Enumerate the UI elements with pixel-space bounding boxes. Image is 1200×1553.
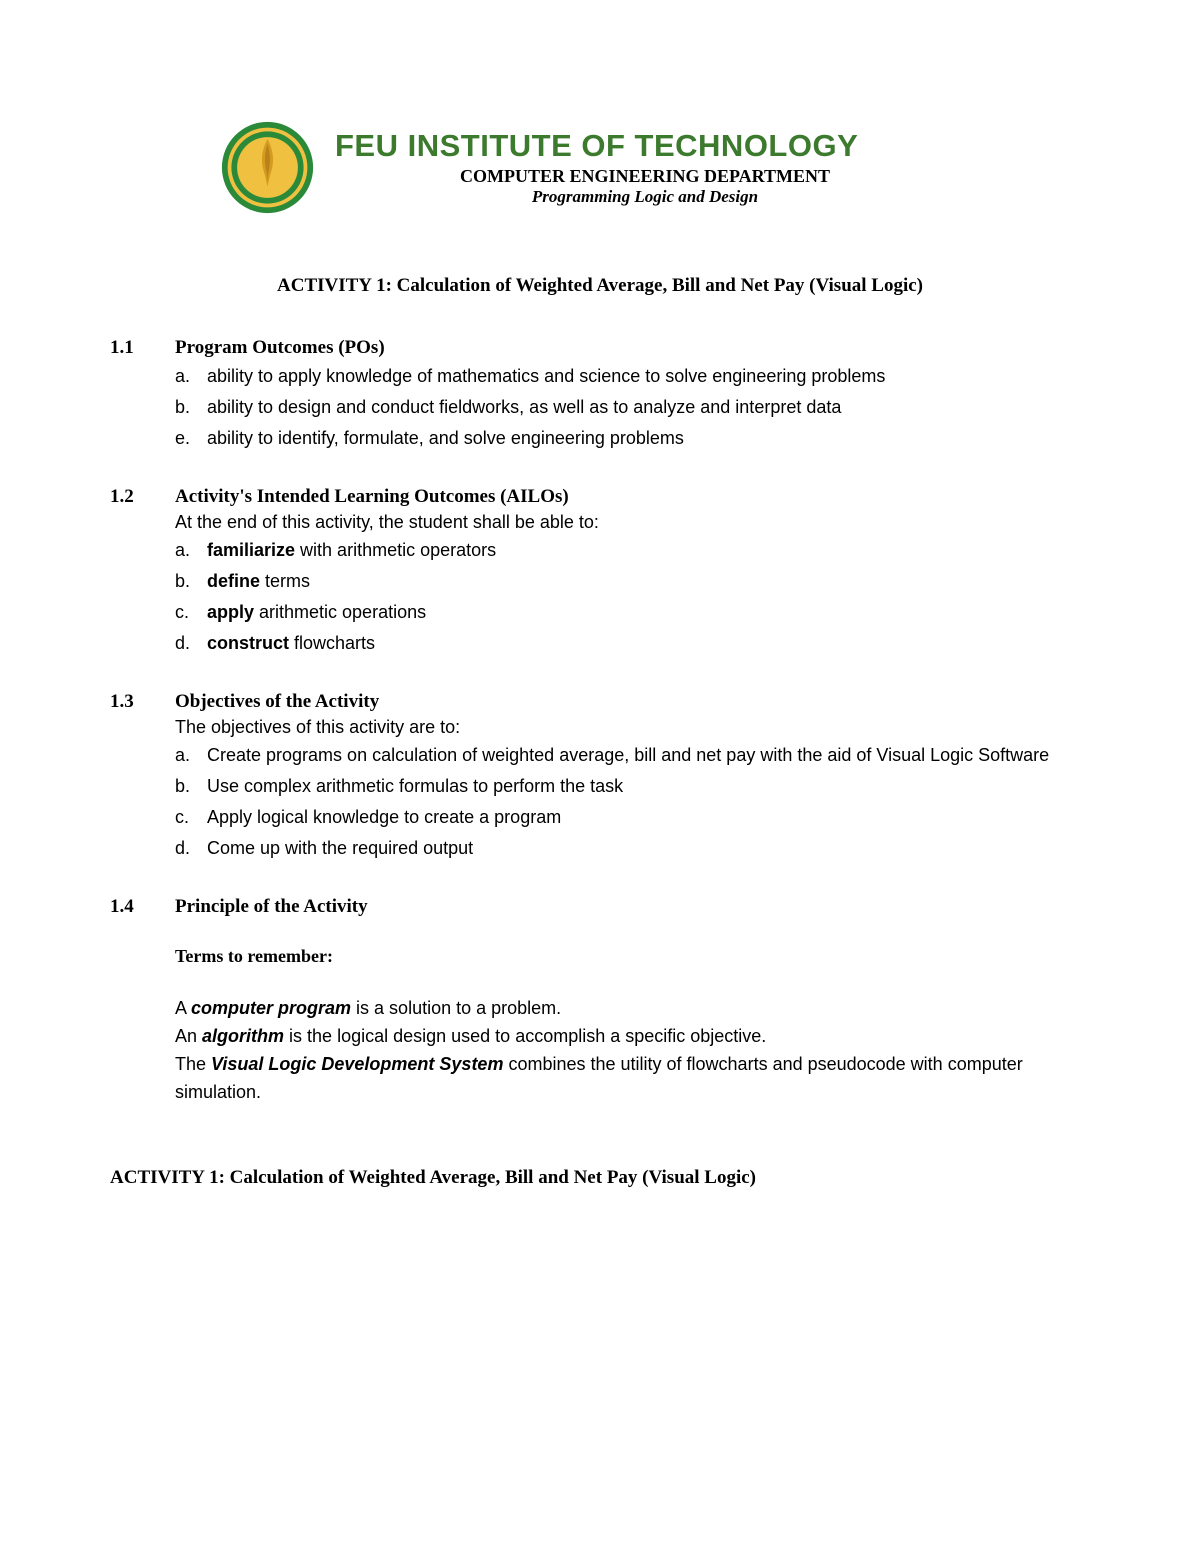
section-heading: Principle of the Activity (175, 896, 1090, 918)
list-item: a. Create programs on calculation of wei… (175, 742, 1090, 769)
footer-activity-title: ACTIVITY 1: Calculation of Weighted Aver… (110, 1167, 1090, 1189)
list-text: familiarize with arithmetic operators (207, 537, 1090, 564)
list-item: b. Use complex arithmetic formulas to pe… (175, 773, 1090, 800)
list-marker: d. (175, 630, 207, 657)
section-ailos: 1.2 Activity's Intended Learning Outcome… (110, 486, 1090, 661)
list-text: define terms (207, 568, 1090, 595)
list-item: a. ability to apply knowledge of mathema… (175, 363, 1090, 390)
list-text: ability to apply knowledge of mathematic… (207, 363, 1090, 390)
list-marker: a. (175, 742, 207, 769)
header-text-block: FEU INSTITUTE OF TECHNOLOGY COMPUTER ENG… (335, 128, 1090, 207)
item-rest: arithmetic operations (254, 602, 426, 622)
bold-term: construct (207, 633, 289, 653)
section-heading: Objectives of the Activity (175, 691, 1090, 713)
item-rest: terms (260, 571, 310, 591)
list-text: construct flowcharts (207, 630, 1090, 657)
list-marker: c. (175, 599, 207, 626)
list-item: e. ability to identify, formulate, and s… (175, 425, 1090, 452)
section-number: 1.3 (110, 691, 175, 713)
list-item: d. construct flowcharts (175, 630, 1090, 657)
ailo-list: a. familiarize with arithmetic operators… (175, 537, 1090, 657)
item-rest: flowcharts (289, 633, 375, 653)
list-text: Use complex arithmetic formulas to perfo… (207, 773, 1090, 800)
term-paragraph: A computer program is a solution to a pr… (175, 995, 1090, 1023)
department-name: COMPUTER ENGINEERING DEPARTMENT (335, 166, 955, 187)
list-item: a. familiarize with arithmetic operators (175, 537, 1090, 564)
section-principle: 1.4 Principle of the Activity Terms to r… (110, 896, 1090, 1107)
item-rest: with arithmetic operators (295, 540, 496, 560)
section-number: 1.4 (110, 896, 175, 918)
list-text: Come up with the required output (207, 835, 1090, 862)
list-item: c. apply arithmetic operations (175, 599, 1090, 626)
list-marker: d. (175, 835, 207, 862)
list-marker: b. (175, 773, 207, 800)
po-list: a. ability to apply knowledge of mathema… (175, 363, 1090, 452)
bold-term: familiarize (207, 540, 295, 560)
term-bold: algorithm (202, 1026, 284, 1046)
term-pre: An (175, 1026, 202, 1046)
term-paragraph: The Visual Logic Development System comb… (175, 1051, 1090, 1107)
list-marker: c. (175, 804, 207, 831)
list-marker: b. (175, 394, 207, 421)
list-text: apply arithmetic operations (207, 599, 1090, 626)
term-paragraph: An algorithm is the logical design used … (175, 1023, 1090, 1051)
list-text: Apply logical knowledge to create a prog… (207, 804, 1090, 831)
section-heading: Program Outcomes (POs) (175, 337, 1090, 359)
term-bold: computer program (191, 998, 351, 1018)
section-intro: At the end of this activity, the student… (175, 512, 1090, 533)
list-item: b. define terms (175, 568, 1090, 595)
section-objectives: 1.3 Objectives of the Activity The objec… (110, 691, 1090, 866)
section-heading: Activity's Intended Learning Outcomes (A… (175, 486, 1090, 508)
list-marker: a. (175, 363, 207, 390)
bold-term: define (207, 571, 260, 591)
list-marker: a. (175, 537, 207, 564)
list-item: d. Come up with the required output (175, 835, 1090, 862)
term-bold: Visual Logic Development System (211, 1054, 503, 1074)
term-post: is the logical design used to accomplish… (284, 1026, 766, 1046)
objectives-list: a. Create programs on calculation of wei… (175, 742, 1090, 862)
section-number: 1.1 (110, 337, 175, 359)
term-post: is a solution to a problem. (351, 998, 561, 1018)
activity-title: ACTIVITY 1: Calculation of Weighted Aver… (110, 275, 1090, 297)
section-intro: The objectives of this activity are to: (175, 717, 1090, 738)
list-item: b. ability to design and conduct fieldwo… (175, 394, 1090, 421)
terms-label: Terms to remember: (175, 946, 1090, 967)
section-number: 1.2 (110, 486, 175, 508)
bold-term: apply (207, 602, 254, 622)
list-item: c. Apply logical knowledge to create a p… (175, 804, 1090, 831)
list-marker: b. (175, 568, 207, 595)
institute-logo (220, 120, 315, 215)
term-pre: The (175, 1054, 211, 1074)
section-program-outcomes: 1.1 Program Outcomes (POs) a. ability to… (110, 337, 1090, 456)
course-name: Programming Logic and Design (335, 187, 955, 207)
institute-name: FEU INSTITUTE OF TECHNOLOGY (335, 128, 1090, 164)
list-text: ability to design and conduct fieldworks… (207, 394, 1090, 421)
document-header: FEU INSTITUTE OF TECHNOLOGY COMPUTER ENG… (110, 120, 1090, 215)
term-pre: A (175, 998, 191, 1018)
list-text: ability to identify, formulate, and solv… (207, 425, 1090, 452)
list-marker: e. (175, 425, 207, 452)
list-text: Create programs on calculation of weight… (207, 742, 1090, 769)
